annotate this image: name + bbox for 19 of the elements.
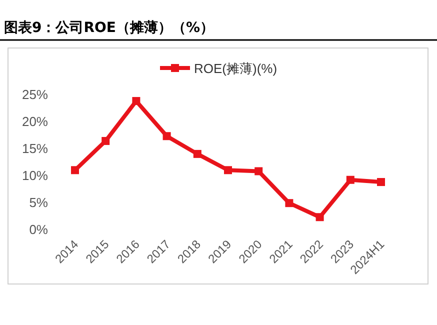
point	[132, 97, 140, 106]
point	[162, 132, 171, 140]
point	[346, 176, 354, 184]
point	[193, 150, 202, 158]
y-tick-label: 25%	[22, 87, 48, 102]
point	[224, 166, 232, 174]
chart-title: 图表9：公司ROE（摊薄）（%）	[4, 20, 214, 36]
point	[102, 136, 110, 145]
point	[285, 199, 294, 208]
point	[254, 167, 263, 176]
point	[377, 178, 385, 186]
y-tick-label: 20%	[22, 114, 48, 129]
point	[71, 166, 79, 174]
y-tick-label: 10%	[22, 168, 48, 183]
point	[316, 213, 324, 222]
y-tick-label: 15%	[22, 141, 48, 156]
y-tick-label: 5%	[29, 195, 48, 210]
legend-label: ROE(摊薄)(%)	[194, 61, 278, 76]
y-tick-label: 0%	[29, 222, 48, 237]
